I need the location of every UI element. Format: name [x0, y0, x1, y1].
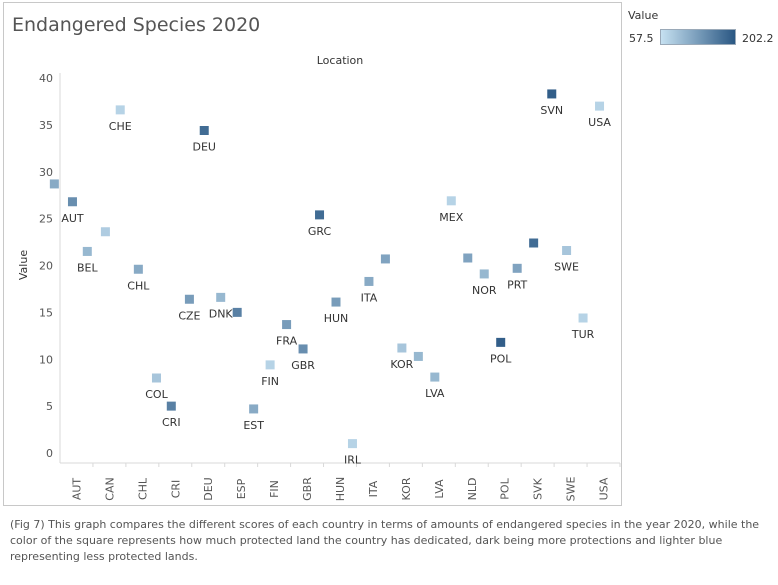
legend-color-ramp [660, 29, 736, 45]
point-label: CRI [162, 416, 181, 429]
x-tick-label: ITA [367, 480, 380, 497]
data-point [512, 263, 522, 273]
chart-frame [3, 2, 622, 506]
data-point [595, 101, 605, 111]
data-point [578, 313, 588, 323]
point-label: DEU [192, 141, 215, 154]
legend-min-label: 57.5 [629, 32, 654, 45]
data-point [413, 351, 423, 361]
data-point [166, 401, 176, 411]
point-label: USA [588, 116, 611, 129]
x-tick-label: GBR [301, 477, 314, 501]
point-label: GBR [291, 359, 315, 372]
data-point [151, 373, 161, 383]
x-tick-label: ESP [235, 478, 248, 499]
x-tick-label: USA [598, 477, 611, 500]
legend-max-label: 202.2 [742, 32, 774, 45]
x-tick-label: HUN [334, 477, 347, 502]
data-point [562, 246, 572, 255]
x-tick-label: CRI [169, 480, 182, 499]
y-tick-label: 15 [39, 306, 53, 319]
data-point [199, 126, 209, 135]
data-point [364, 276, 374, 286]
data-point [331, 297, 341, 307]
point-label: SVN [540, 104, 563, 117]
point-label: BEL [77, 261, 98, 274]
point-label: NOR [472, 284, 497, 297]
y-tick-label: 5 [46, 400, 53, 413]
x-tick-label: AUT [70, 478, 83, 501]
y-tick-label: 40 [39, 72, 53, 85]
point-label: FRA [276, 335, 298, 348]
y-axis-title: Value [17, 250, 30, 280]
point-label: CHL [127, 279, 150, 292]
scatter-plot: Location Value 0 5 10 15 20 25 30 35 40 AUT CAN CHL CR… [17, 54, 621, 502]
y-tick-label: 10 [39, 353, 53, 366]
data-point [216, 292, 226, 302]
point-label: IRL [344, 454, 362, 467]
point-label: AUT [61, 212, 84, 225]
x-tick-label: FIN [268, 480, 281, 498]
data-point [133, 264, 143, 274]
point-label: SWE [554, 261, 579, 274]
data-point [347, 439, 357, 449]
point-label: ITA [361, 291, 378, 304]
point-label: LVA [425, 387, 445, 400]
x-tick-label: POL [499, 477, 512, 499]
point-label: FIN [261, 375, 279, 388]
x-tick-label: CHL [136, 477, 149, 500]
point-label: EST [243, 419, 264, 432]
data-point [446, 196, 456, 206]
data-point [67, 197, 77, 207]
x-tick-label: SVK [532, 477, 545, 500]
figure-caption: (Fig 7) This graph compares the differen… [10, 518, 760, 563]
x-tick-label: LVA [433, 479, 446, 499]
point-label: HUN [324, 312, 349, 325]
data-point [184, 294, 194, 304]
data-point [49, 179, 59, 189]
point-label: TUR [571, 328, 595, 341]
y-tick-label: 35 [39, 119, 53, 132]
point-label: PRT [507, 278, 527, 291]
point-label: CHE [109, 120, 132, 133]
chart-title: Endangered Species 2020 [12, 14, 261, 36]
y-tick-label: 30 [39, 166, 53, 179]
legend-title: Value [628, 9, 659, 22]
y-tick-label: 20 [39, 260, 53, 273]
x-tick-label: CAN [103, 477, 116, 500]
y-tick-label: 25 [39, 213, 53, 226]
point-label: GRC [308, 225, 332, 238]
data-point [529, 238, 539, 248]
data-point [496, 337, 506, 347]
data-point [463, 253, 473, 263]
data-point [397, 343, 407, 353]
point-label: CZE [178, 309, 200, 322]
data-point [298, 344, 308, 354]
data-point [315, 210, 325, 220]
data-point [232, 307, 242, 317]
point-label: POL [490, 352, 512, 365]
x-tick-label: SWE [565, 477, 578, 502]
data-point [249, 404, 259, 414]
point-label: COL [145, 388, 168, 401]
x-tick-label: DEU [202, 477, 215, 500]
data-point [82, 246, 92, 256]
data-point [115, 105, 125, 115]
point-label: DNK [209, 307, 234, 320]
point-label: MEX [439, 211, 463, 224]
x-tick-label: KOR [400, 477, 413, 500]
y-tick-label: 0 [46, 447, 53, 460]
data-point [547, 89, 557, 99]
data-point [282, 320, 292, 330]
data-point [100, 227, 110, 237]
data-point [265, 360, 275, 370]
data-point [430, 372, 440, 382]
data-point [479, 269, 489, 279]
data-point [380, 254, 390, 264]
column-header: Location [317, 54, 364, 67]
x-tick-label: NLD [466, 478, 479, 501]
point-label: KOR [390, 358, 413, 371]
